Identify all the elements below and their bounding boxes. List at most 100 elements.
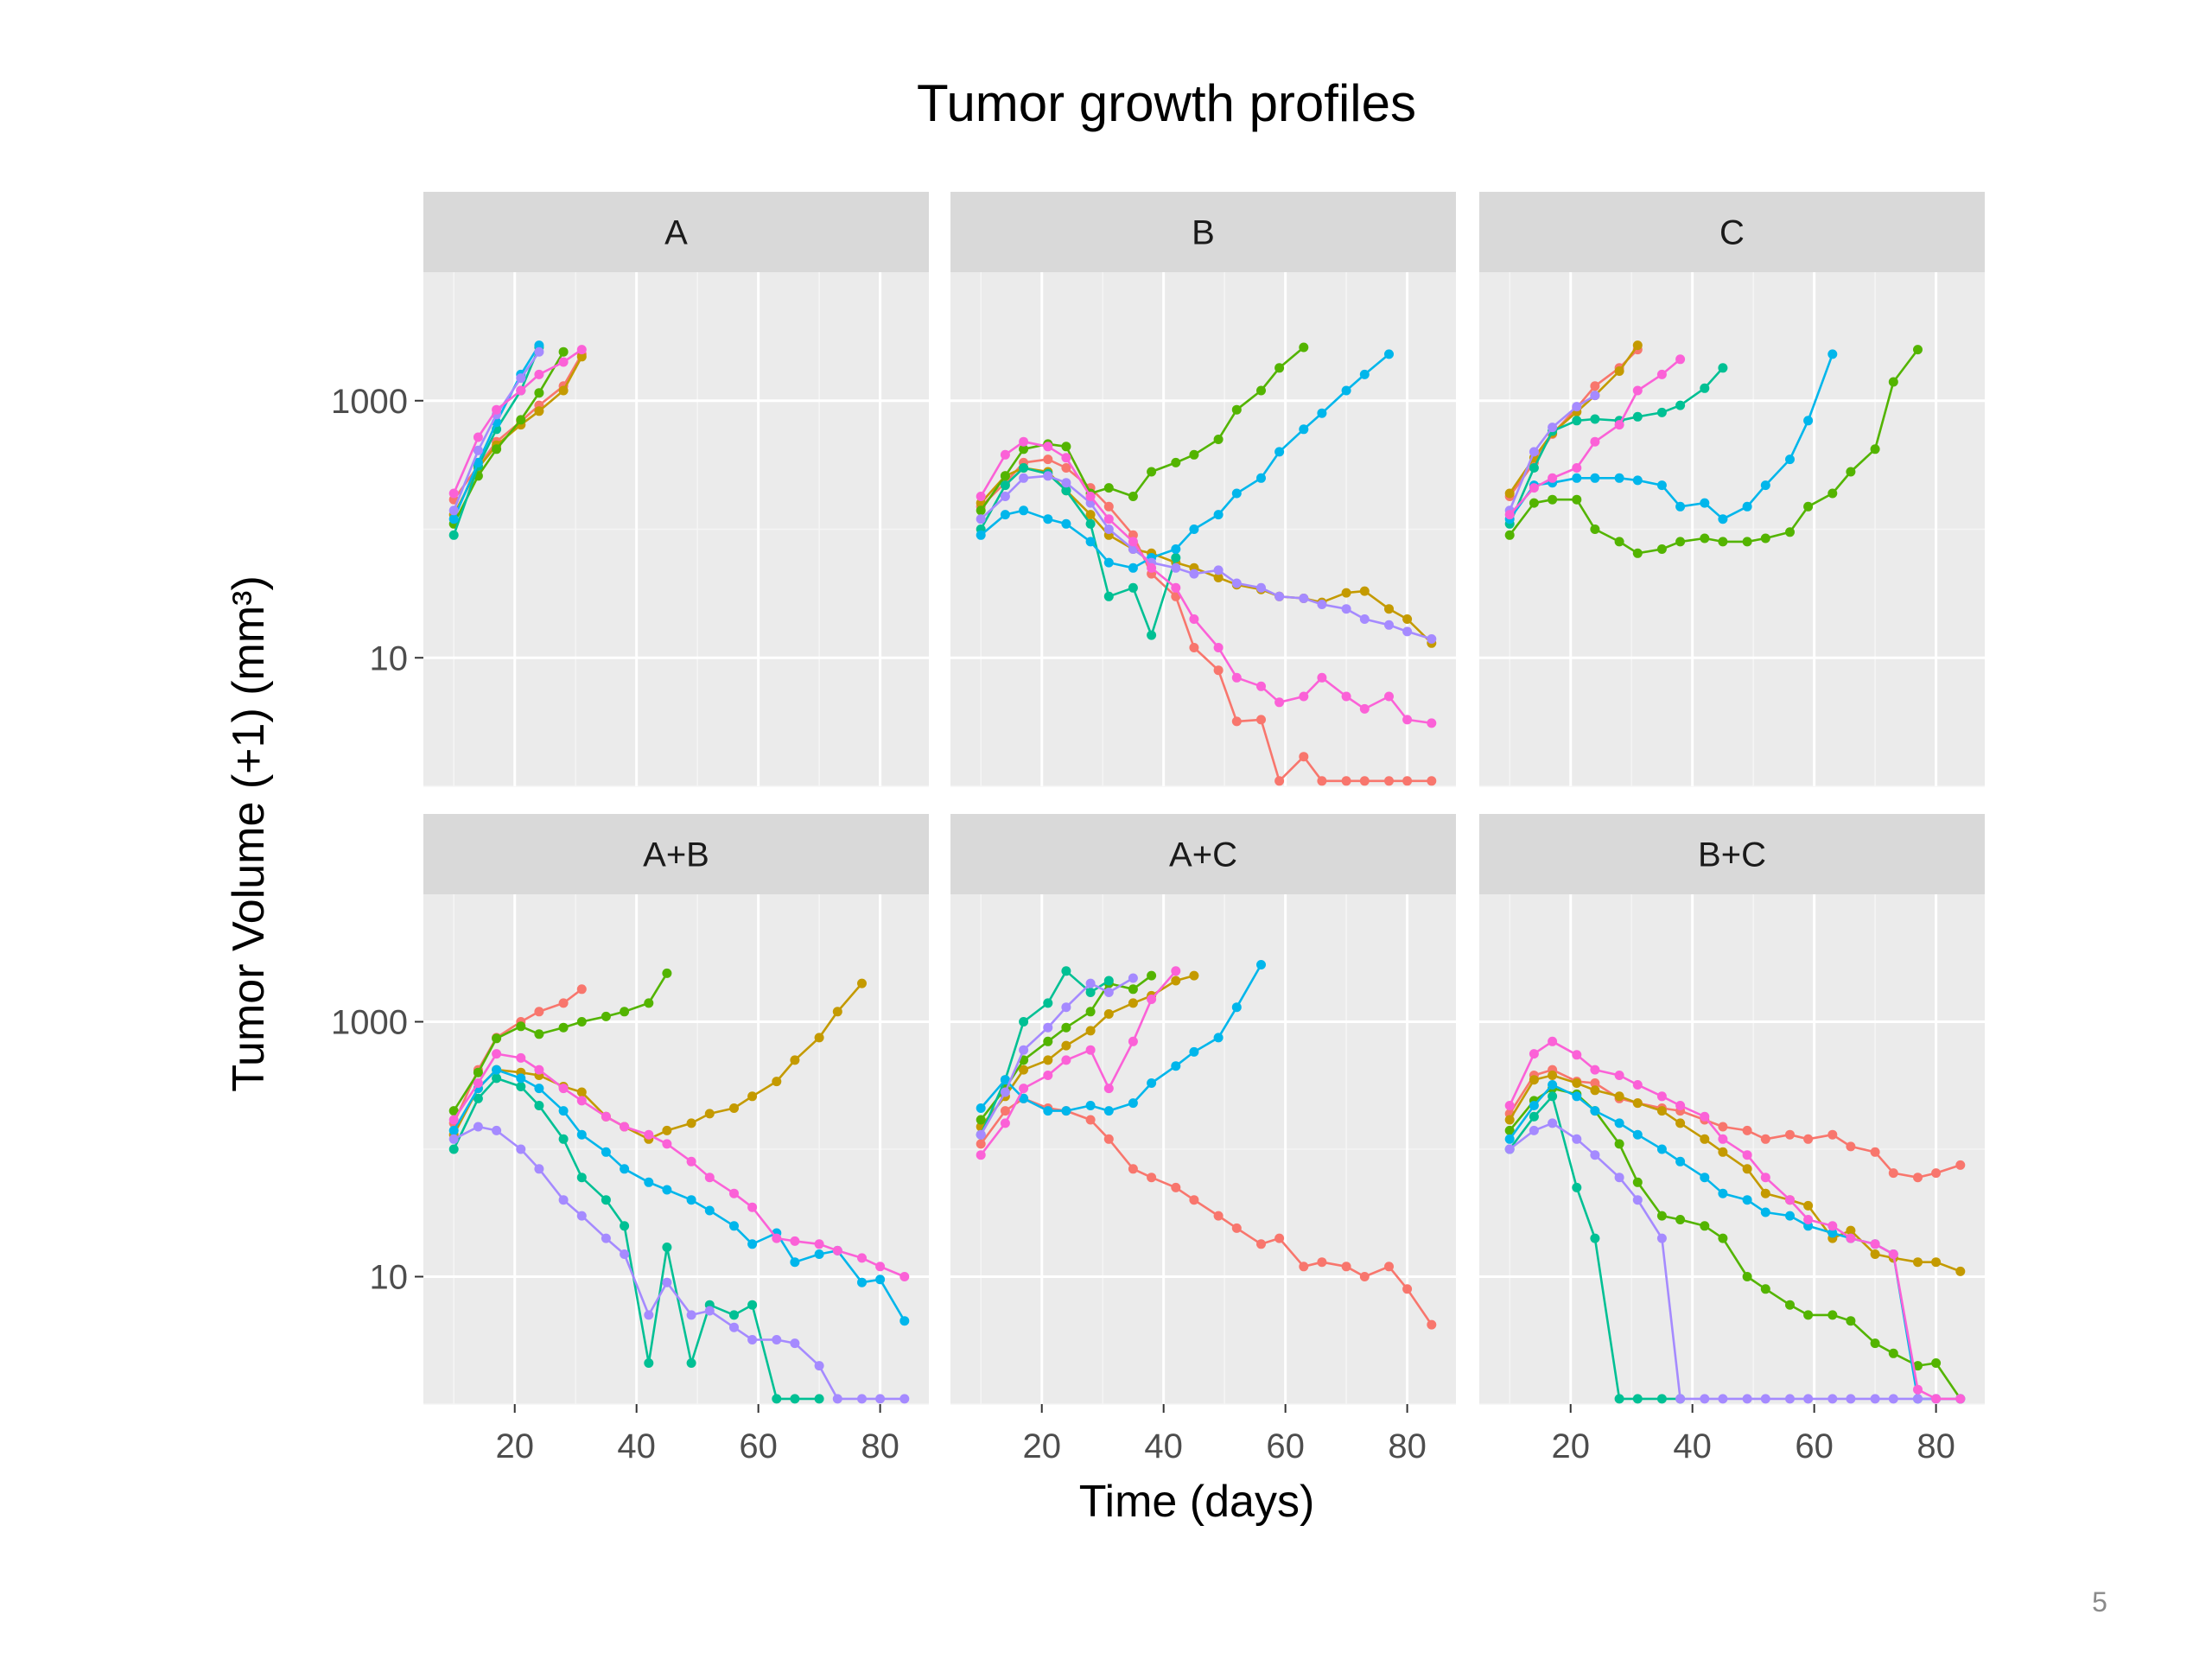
data-point xyxy=(1000,471,1010,481)
data-point xyxy=(976,1139,986,1149)
data-point xyxy=(1827,488,1838,499)
data-point xyxy=(620,1221,630,1231)
data-point xyxy=(1000,449,1010,460)
data-point xyxy=(558,1134,569,1144)
data-point xyxy=(601,1233,611,1243)
data-point xyxy=(1189,643,1199,652)
data-point xyxy=(790,1257,800,1268)
series-path xyxy=(980,969,1177,1156)
data-point xyxy=(1274,776,1285,786)
data-point xyxy=(1590,436,1600,447)
data-point xyxy=(1632,411,1643,422)
data-point xyxy=(1529,483,1539,493)
data-point xyxy=(1785,1129,1795,1140)
data-point xyxy=(1888,1168,1898,1179)
data-point xyxy=(1043,1036,1053,1046)
data-point xyxy=(1171,976,1181,986)
data-point xyxy=(1231,578,1242,588)
data-point xyxy=(448,514,459,524)
data-point xyxy=(1213,510,1224,520)
data-point xyxy=(1548,1118,1558,1128)
data-point xyxy=(1700,533,1710,543)
data-point xyxy=(1529,463,1539,473)
data-point xyxy=(644,1177,654,1187)
data-point xyxy=(1931,1358,1942,1368)
data-point xyxy=(1061,486,1071,496)
data-point xyxy=(576,1173,587,1183)
data-point xyxy=(1384,776,1394,786)
data-point xyxy=(1128,1098,1138,1109)
data-point xyxy=(1274,363,1285,373)
data-point xyxy=(1402,776,1413,786)
data-point xyxy=(1359,614,1370,624)
data-point xyxy=(1341,588,1351,598)
series-path xyxy=(453,1125,905,1401)
data-point xyxy=(1147,563,1157,573)
data-point xyxy=(976,1150,986,1160)
data-point xyxy=(1128,998,1138,1008)
data-point xyxy=(729,1322,739,1332)
data-point xyxy=(1504,488,1515,499)
data-point xyxy=(1128,530,1138,540)
data-point xyxy=(1870,1239,1880,1249)
data-point xyxy=(662,1277,672,1287)
data-point xyxy=(814,1361,824,1371)
data-point xyxy=(601,1195,611,1205)
data-point xyxy=(976,530,986,540)
data-point xyxy=(1000,1106,1010,1116)
data-point xyxy=(1256,473,1266,483)
data-point xyxy=(1888,377,1898,387)
data-point xyxy=(1656,369,1667,379)
data-point xyxy=(1529,447,1539,457)
series-path xyxy=(980,474,1433,640)
data-point xyxy=(1718,1134,1728,1144)
data-point xyxy=(534,1164,544,1174)
data-point xyxy=(644,1310,654,1320)
series-path xyxy=(1509,1122,1961,1401)
data-point xyxy=(1656,1211,1667,1221)
data-point xyxy=(1846,1233,1856,1243)
data-point xyxy=(1147,1078,1157,1088)
data-point xyxy=(729,1103,739,1113)
data-point xyxy=(1572,1078,1582,1088)
data-point xyxy=(1931,1168,1942,1179)
facet-panel-a-plus-b: A+B xyxy=(423,814,929,1405)
data-point xyxy=(516,1144,526,1154)
data-point xyxy=(1632,1080,1643,1090)
series-line xyxy=(976,1093,1437,1330)
data-point xyxy=(747,1239,758,1249)
data-point xyxy=(1128,1164,1138,1174)
data-point xyxy=(1913,1173,1923,1183)
data-point xyxy=(772,1233,782,1243)
data-point xyxy=(1827,1228,1838,1238)
data-point xyxy=(1760,533,1770,543)
facet-strip xyxy=(1479,192,1985,272)
data-point xyxy=(1504,1144,1515,1154)
data-point xyxy=(534,1007,544,1017)
data-point xyxy=(1548,1080,1558,1090)
data-point xyxy=(1632,385,1643,396)
data-point xyxy=(1043,454,1053,465)
data-point xyxy=(1189,449,1199,460)
data-point xyxy=(534,340,544,351)
data-point xyxy=(832,1007,842,1017)
data-point xyxy=(1085,1007,1096,1017)
data-point xyxy=(1103,524,1114,534)
data-point xyxy=(601,1111,611,1122)
data-point xyxy=(576,1096,587,1106)
data-point xyxy=(790,1394,800,1404)
data-point xyxy=(1213,565,1224,575)
data-point xyxy=(1000,480,1010,491)
data-point xyxy=(1675,1156,1686,1166)
data-point xyxy=(704,1173,715,1183)
series-path xyxy=(980,440,1432,725)
data-point xyxy=(1870,1394,1880,1404)
data-point xyxy=(1760,480,1770,491)
data-point xyxy=(1931,1257,1942,1268)
data-point xyxy=(1504,530,1515,540)
data-point xyxy=(1427,1319,1437,1330)
data-point xyxy=(1061,478,1071,488)
facet-strip xyxy=(423,814,929,894)
data-point xyxy=(704,1109,715,1119)
data-point xyxy=(1147,1173,1157,1183)
